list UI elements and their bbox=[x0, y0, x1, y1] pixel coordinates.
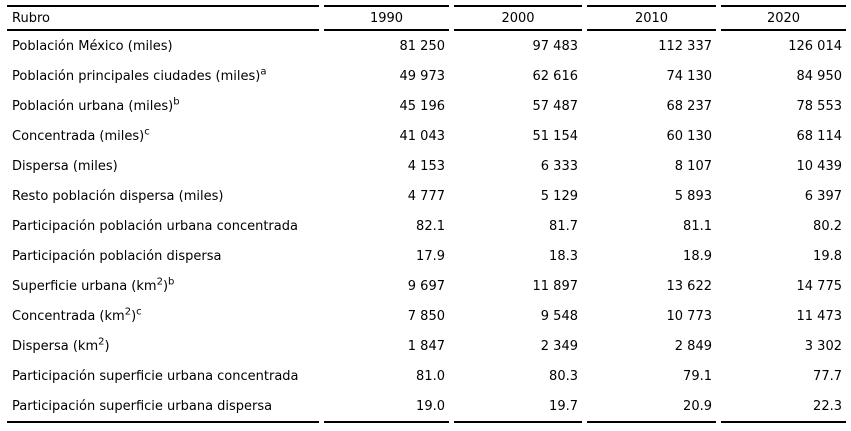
table-body: Población México (miles) 81 250 97 483 112 … bbox=[7, 31, 846, 423]
value-cell: 9 697 bbox=[407, 278, 445, 294]
table-row: Dispersa (miles) 4 153 6 333 8 107 10 439 bbox=[7, 151, 846, 181]
table-row: Superficie urbana (km2)b 9 697 11 897 13 62… bbox=[7, 271, 846, 301]
superscript-note: c bbox=[136, 306, 142, 318]
value-cell: 51 154 bbox=[532, 128, 579, 144]
value-cell: 82.1 bbox=[416, 218, 445, 234]
superscript-note: b bbox=[168, 276, 175, 288]
row-label: Participación superficie urbana dispersa bbox=[7, 391, 319, 423]
value-cell: 97 483 bbox=[532, 38, 579, 54]
row-label: Concentrada (miles)c bbox=[12, 126, 150, 144]
value-cell: 81 250 bbox=[399, 38, 446, 54]
value-cell: 57 487 bbox=[532, 98, 579, 114]
table-row: Resto población dispersa (miles) 4 777 5 1… bbox=[7, 181, 846, 211]
table-row: Población urbana (miles)b 45 196 57 487 68 … bbox=[7, 91, 846, 121]
table-row: Población principales ciudades (miles)a 4… bbox=[7, 61, 846, 91]
value-cell: 8 107 bbox=[674, 158, 712, 174]
value-cell: 49 973 bbox=[399, 68, 446, 84]
value-cell: 3 302 bbox=[804, 338, 842, 354]
superscript-note: 2 bbox=[156, 276, 163, 288]
value-cell: 5 129 bbox=[540, 188, 578, 204]
value-cell: 11 473 bbox=[796, 308, 843, 324]
value-cell: 5 893 bbox=[674, 188, 712, 204]
value-cell: 19.7 bbox=[454, 391, 582, 423]
row-label: Población urbana (miles)b bbox=[12, 96, 180, 114]
value-cell: 78 553 bbox=[796, 98, 843, 114]
row-label: Participación población urbana concentra… bbox=[12, 218, 298, 234]
superscript-note: c bbox=[144, 126, 150, 138]
table-row: Concentrada (miles)c 41 043 51 154 60 130 68… bbox=[7, 121, 846, 151]
value-cell: 80.3 bbox=[549, 368, 578, 384]
value-cell: 18.9 bbox=[683, 248, 712, 264]
value-cell: 81.7 bbox=[549, 218, 578, 234]
value-cell: 4 153 bbox=[407, 158, 445, 174]
value-cell: 19.0 bbox=[324, 391, 449, 423]
table-row: Concentrada (km2)c 7 850 9 548 10 773 11 473 bbox=[7, 301, 846, 331]
value-cell: 10 773 bbox=[666, 308, 713, 324]
value-cell: 2 849 bbox=[674, 338, 712, 354]
value-cell: 126 014 bbox=[788, 38, 842, 54]
value-cell: 19.8 bbox=[813, 248, 842, 264]
row-label: Participación superficie urbana concentr… bbox=[12, 368, 299, 384]
value-cell: 17.9 bbox=[416, 248, 445, 264]
column-header-year: 1990 bbox=[324, 5, 449, 31]
row-label: Dispersa (miles) bbox=[12, 158, 118, 174]
value-cell: 68 114 bbox=[796, 128, 843, 144]
row-label: Población principales ciudades (miles)a bbox=[12, 66, 267, 84]
value-cell: 74 130 bbox=[666, 68, 713, 84]
value-cell: 84 950 bbox=[796, 68, 843, 84]
value-cell: 14 775 bbox=[796, 278, 843, 294]
value-cell: 112 337 bbox=[658, 38, 712, 54]
value-cell: 20.9 bbox=[587, 391, 716, 423]
value-cell: 79.1 bbox=[683, 368, 712, 384]
row-label: Población México (miles) bbox=[12, 38, 173, 54]
table-row: Participación superficie urbana dispersa… bbox=[7, 391, 846, 423]
value-cell: 11 897 bbox=[532, 278, 579, 294]
table-row: Participación superficie urbana concentr… bbox=[7, 361, 846, 391]
table-row: Participación población dispersa 17.9 18.3… bbox=[7, 241, 846, 271]
value-cell: 41 043 bbox=[399, 128, 446, 144]
superscript-note: 2 bbox=[98, 336, 105, 348]
row-label: Concentrada (km2)c bbox=[12, 306, 142, 324]
value-cell: 6 397 bbox=[804, 188, 842, 204]
population-table: Rubro 1990 2000 2010 2020 Población México (… bbox=[2, 5, 851, 423]
value-cell: 7 850 bbox=[407, 308, 445, 324]
value-cell: 22.3 bbox=[721, 391, 846, 423]
superscript-note: a bbox=[260, 66, 267, 78]
value-cell: 4 777 bbox=[407, 188, 445, 204]
value-cell: 60 130 bbox=[666, 128, 713, 144]
value-cell: 18.3 bbox=[549, 248, 578, 264]
table-row: Dispersa (km2) 1 847 2 349 2 849 3 302 bbox=[7, 331, 846, 361]
row-label: Resto población dispersa (miles) bbox=[12, 188, 224, 204]
value-cell: 81.1 bbox=[683, 218, 712, 234]
value-cell: 6 333 bbox=[540, 158, 578, 174]
value-cell: 45 196 bbox=[399, 98, 446, 114]
row-label: Participación población dispersa bbox=[12, 248, 222, 264]
value-cell: 77.7 bbox=[813, 368, 842, 384]
superscript-note: 2 bbox=[124, 306, 132, 318]
value-cell: 13 622 bbox=[666, 278, 713, 294]
header-row: Rubro 1990 2000 2010 2020 bbox=[7, 5, 846, 31]
value-cell: 2 349 bbox=[540, 338, 578, 354]
superscript-note: b bbox=[173, 96, 180, 108]
row-label: Superficie urbana (km2)b bbox=[12, 276, 175, 294]
value-cell: 10 439 bbox=[796, 158, 843, 174]
table-row: Participación población urbana concentra… bbox=[7, 211, 846, 241]
value-cell: 62 616 bbox=[532, 68, 579, 84]
value-cell: 9 548 bbox=[540, 308, 578, 324]
table-row: Población México (miles) 81 250 97 483 112 … bbox=[7, 31, 846, 61]
column-header-year: 2020 bbox=[721, 5, 846, 31]
column-header-year: 2000 bbox=[454, 5, 582, 31]
value-cell: 80.2 bbox=[813, 218, 842, 234]
column-header-rubro: Rubro bbox=[7, 5, 319, 31]
column-header-year: 2010 bbox=[587, 5, 716, 31]
row-label: Dispersa (km2) bbox=[12, 336, 110, 354]
value-cell: 81.0 bbox=[416, 368, 445, 384]
value-cell: 1 847 bbox=[407, 338, 445, 354]
value-cell: 68 237 bbox=[666, 98, 713, 114]
